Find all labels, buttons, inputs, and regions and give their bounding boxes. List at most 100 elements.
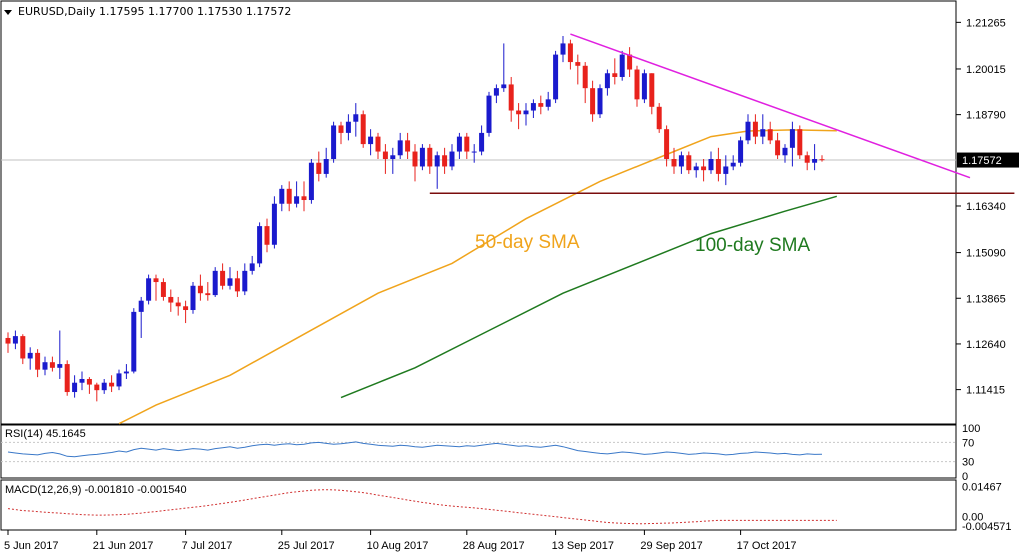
candle-body xyxy=(671,159,677,167)
candle xyxy=(634,65,640,107)
candle-body xyxy=(575,62,581,66)
candle xyxy=(160,278,166,301)
candle-body xyxy=(693,166,699,171)
candle-body xyxy=(205,293,211,296)
candle-body xyxy=(197,285,203,294)
candle xyxy=(94,382,100,402)
candle xyxy=(412,144,418,182)
candle-body xyxy=(664,129,670,160)
candle xyxy=(479,125,485,156)
candle xyxy=(767,121,773,145)
candle-body xyxy=(738,140,744,163)
candle xyxy=(678,151,684,174)
candle-body xyxy=(641,73,647,100)
candle-body xyxy=(656,106,662,130)
candle xyxy=(86,377,92,394)
candle xyxy=(360,110,366,148)
descending-trendline[interactable] xyxy=(570,33,971,179)
candle-body xyxy=(138,300,144,312)
candle xyxy=(375,132,381,160)
candle-body xyxy=(582,65,588,89)
candle-body xyxy=(131,311,137,372)
candle xyxy=(523,103,529,126)
candle-body xyxy=(804,155,810,163)
candle-body xyxy=(604,73,610,89)
candle-body xyxy=(797,129,803,156)
candle xyxy=(205,282,211,301)
candle xyxy=(664,125,670,167)
candle-body xyxy=(101,382,107,391)
candle-body xyxy=(242,270,248,292)
candle-body xyxy=(493,88,499,96)
candle-body xyxy=(745,121,751,141)
candle-body xyxy=(190,285,196,311)
candle xyxy=(760,114,766,145)
candle-body xyxy=(412,151,418,167)
candle xyxy=(597,84,603,118)
candle-body xyxy=(619,54,625,77)
candle xyxy=(27,347,33,370)
candle xyxy=(775,132,781,160)
candle xyxy=(382,144,388,174)
sma100-annotation: 100-day SMA xyxy=(695,235,810,256)
candle xyxy=(368,129,374,156)
rsi-title: RSI(14) 45.1645 xyxy=(5,428,86,440)
candle xyxy=(168,289,174,312)
candle xyxy=(797,125,803,160)
date-axis: 5 Jun 2017 21 Jun 2017 7 Jul 2017 25 Jul 20… xyxy=(4,530,797,552)
candle-body xyxy=(42,362,48,370)
candle xyxy=(49,356,55,372)
candle xyxy=(234,270,240,297)
candle-body xyxy=(279,188,285,204)
candle-body xyxy=(183,306,189,311)
candle xyxy=(789,121,795,167)
candle-body xyxy=(79,378,85,383)
rsi-tick-label: 100 xyxy=(962,423,980,435)
candle-body xyxy=(271,203,277,245)
candle xyxy=(146,274,152,305)
candles-layer xyxy=(5,35,825,402)
candle xyxy=(35,349,41,378)
candle xyxy=(175,296,181,316)
candle-body xyxy=(434,155,440,167)
candle xyxy=(567,39,573,70)
candle-body xyxy=(767,129,773,141)
date-tick-label: 5 Jun 2017 xyxy=(4,540,58,552)
macd-panel-frame xyxy=(0,479,957,531)
candle-body xyxy=(508,84,514,111)
candle-body xyxy=(5,337,11,344)
candle-body xyxy=(64,364,70,393)
candle xyxy=(138,296,144,338)
candle-body xyxy=(789,129,795,148)
candle-body xyxy=(264,226,270,245)
date-tick-label: 28 Aug 2017 xyxy=(463,540,525,552)
candle xyxy=(456,132,462,160)
candle-body xyxy=(782,147,788,156)
candle-body xyxy=(353,114,359,122)
candle xyxy=(220,263,226,290)
candle xyxy=(286,181,292,212)
candle xyxy=(738,136,744,167)
candle xyxy=(116,369,122,391)
candle-body xyxy=(316,162,322,174)
candle-body xyxy=(530,103,536,111)
candle-body xyxy=(597,88,603,115)
candle-body xyxy=(464,136,470,152)
macd-tick-label: 0.01467 xyxy=(962,482,1002,494)
candle-body xyxy=(116,373,122,387)
candle-body xyxy=(612,73,618,77)
candle xyxy=(641,69,647,104)
candle xyxy=(464,132,470,160)
candle-body xyxy=(27,352,33,359)
candle-body xyxy=(553,54,559,100)
candle xyxy=(153,274,159,301)
candle-body xyxy=(390,155,396,160)
candle xyxy=(190,282,196,314)
candle-body xyxy=(819,159,825,161)
candle-body xyxy=(560,43,566,55)
candle xyxy=(501,43,507,92)
triangle-down-icon[interactable] xyxy=(4,10,12,15)
candle-body xyxy=(168,296,174,303)
candle-body xyxy=(35,352,41,370)
